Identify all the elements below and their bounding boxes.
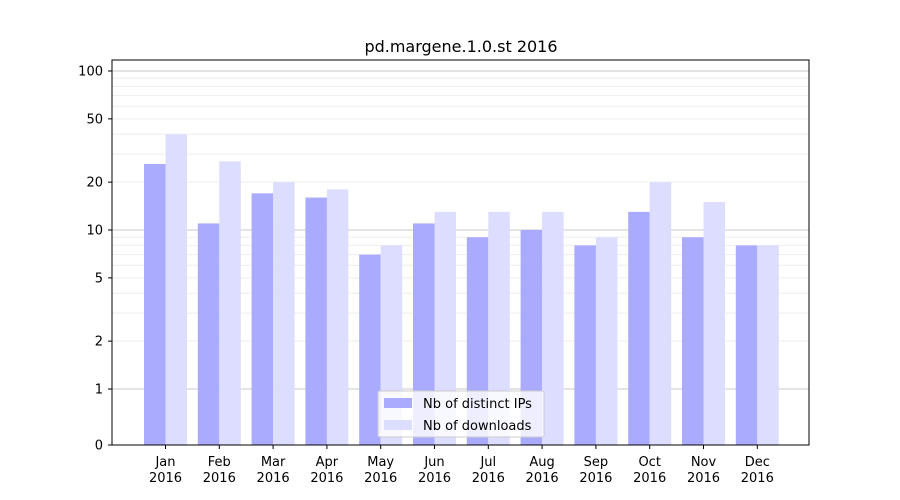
- bar-ips-11: [682, 237, 704, 445]
- y-tick-label: 10: [86, 224, 103, 239]
- y-tick-label: 100: [78, 65, 103, 80]
- bars: [144, 134, 779, 446]
- bar-downloads-7: [488, 211, 510, 445]
- bar-ips-4: [305, 197, 327, 445]
- x-tick-label: Apr 2016: [310, 455, 343, 486]
- bar-downloads-4: [326, 189, 349, 445]
- y-axis: 0 1 2 5 10 20 50 100: [78, 65, 112, 454]
- bar-ips-12: [735, 245, 758, 445]
- y-tick-label: 0: [95, 439, 103, 454]
- x-tick-label: Mar 2016: [257, 455, 290, 486]
- bar-downloads-12: [757, 245, 779, 445]
- x-tick-label: Nov 2016: [687, 455, 720, 486]
- y-tick-label: 1: [95, 383, 103, 398]
- legend-label-downloads: Nb of downloads: [423, 419, 532, 434]
- bar-ips-3: [251, 193, 274, 445]
- bar-downloads-1: [165, 134, 187, 445]
- bar-ips-5: [359, 254, 381, 445]
- x-tick-label: Dec 2016: [741, 455, 774, 486]
- legend-swatch-downloads: [384, 420, 412, 430]
- plot-frame: [111, 59, 810, 446]
- x-tick-label: Sep 2016: [579, 455, 612, 486]
- bar-downloads-2: [219, 161, 241, 446]
- bar-downloads-11: [703, 202, 725, 445]
- bar-downloads-3: [273, 182, 295, 445]
- legend-label-ips: Nb of distinct IPs: [423, 397, 532, 412]
- bar-downloads-8: [542, 211, 564, 445]
- bar-ips-1: [144, 164, 166, 446]
- legend: Nb of distinct IPs Nb of downloads: [377, 390, 545, 438]
- bar-downloads-10: [649, 182, 672, 445]
- bar-ips-9: [574, 245, 596, 445]
- bar-downloads-9: [595, 237, 618, 445]
- y-tick-label: 5: [95, 271, 103, 286]
- legend-box: [377, 390, 545, 438]
- y-tick-label: 20: [86, 176, 103, 191]
- y-tick-label: 2: [95, 335, 103, 350]
- x-tick-label: Jan 2016: [149, 455, 182, 486]
- x-tick-label: Jul 2016: [472, 455, 505, 486]
- y-tick-label: 50: [86, 112, 103, 127]
- x-tick-label: Feb 2016: [203, 455, 236, 486]
- x-tick-label: May 2016: [364, 455, 397, 486]
- chart-title: pd.margene.1.0.st 2016: [364, 37, 557, 56]
- bar-downloads-6: [434, 211, 456, 445]
- bar-ips-2: [197, 223, 220, 445]
- bar-ips-6: [413, 223, 435, 445]
- x-tick-label: Aug 2016: [526, 455, 559, 486]
- x-tick-label: Jun 2016: [418, 455, 451, 486]
- bar-ips-10: [628, 211, 650, 445]
- x-axis: Jan 2016 Feb 2016 Mar 2016 Apr 2016 May 2016 Jun 20…: [149, 445, 774, 486]
- legend-swatch-ips: [384, 398, 412, 408]
- x-tick-label: Oct 2016: [633, 455, 666, 486]
